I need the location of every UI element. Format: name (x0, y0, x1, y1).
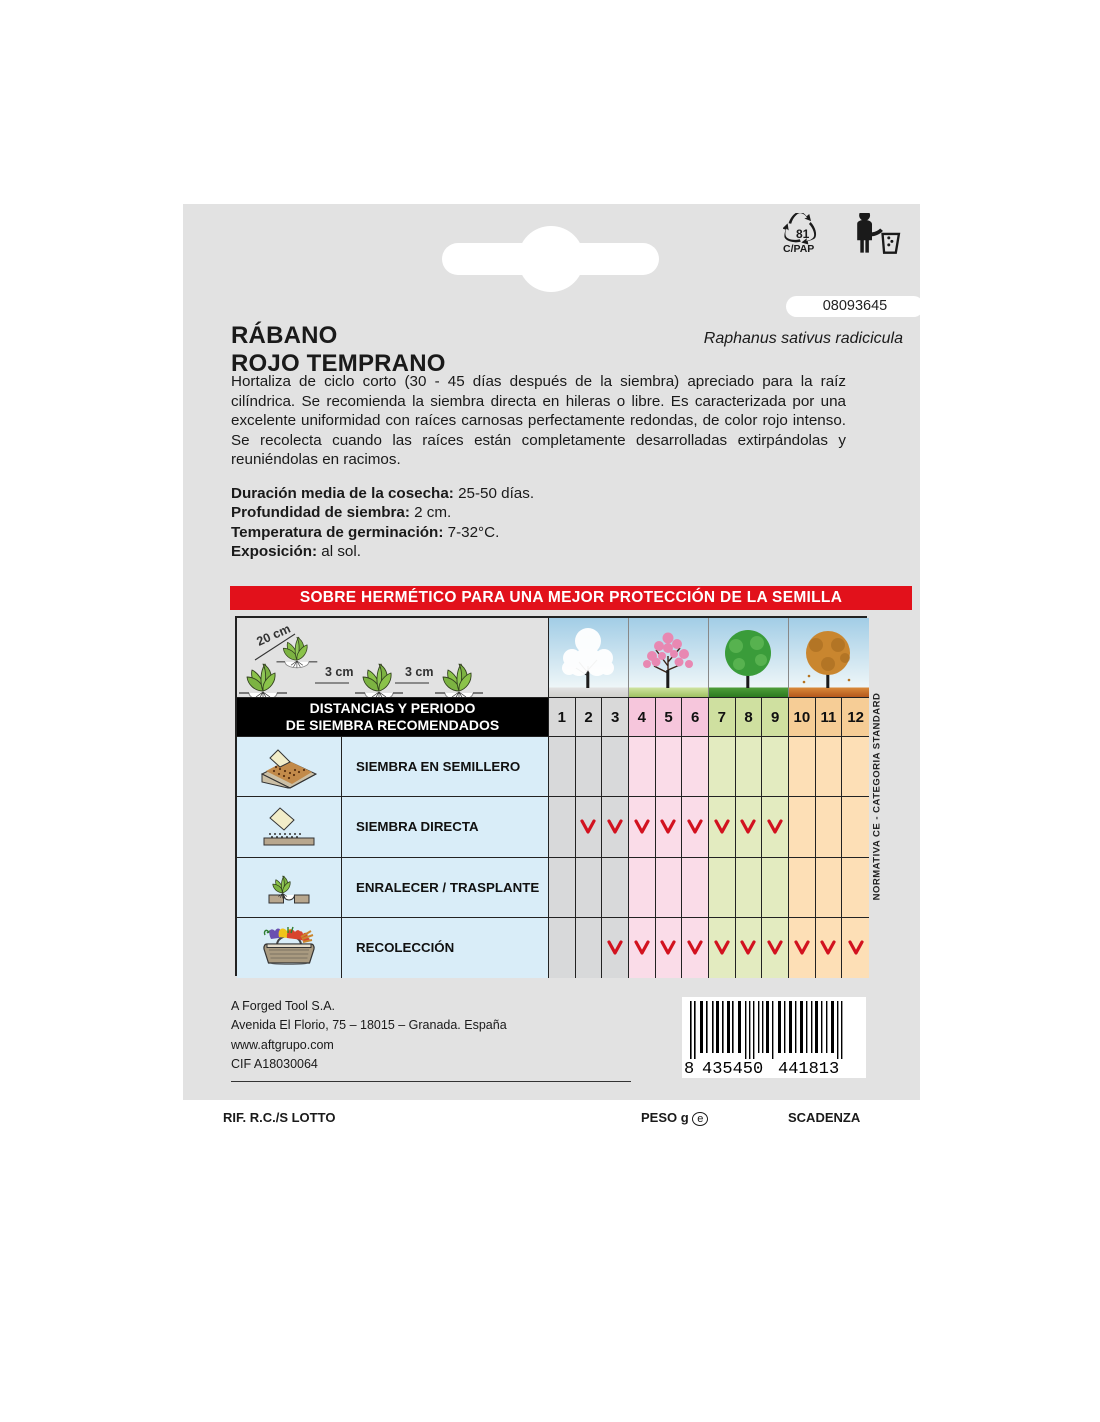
svg-text:435450: 435450 (702, 1060, 763, 1078)
svg-text:441813: 441813 (778, 1060, 839, 1078)
svg-text:3 cm: 3 cm (325, 665, 354, 679)
svg-text:8: 8 (684, 1060, 694, 1078)
svg-text:C/PAP: C/PAP (783, 243, 814, 255)
svg-text:81: 81 (796, 227, 810, 241)
svg-text:3 cm: 3 cm (405, 665, 434, 679)
